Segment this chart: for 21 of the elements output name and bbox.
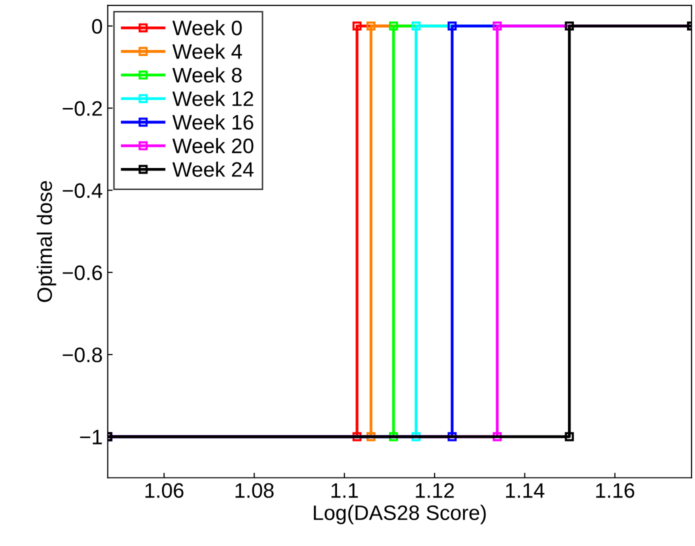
legend-label: Week 0 xyxy=(172,20,242,36)
y-tick-label: −0.6 xyxy=(62,265,102,280)
y-axis-title: Optimal dose xyxy=(36,181,56,302)
x-tick-label: 1.14 xyxy=(506,483,544,498)
y-tick-label: 0 xyxy=(92,18,102,34)
legend-label: Week 12 xyxy=(172,90,254,106)
x-axis-title: Log(DAS28 Score) xyxy=(314,504,486,524)
x-tick-label: 1.08 xyxy=(236,483,274,498)
legend-label: Week 8 xyxy=(172,67,242,83)
y-tick-label: −0.4 xyxy=(62,183,102,198)
y-tick-label: −1 xyxy=(80,430,102,444)
legend-label: Week 4 xyxy=(172,44,242,59)
y-tick-label: −0.8 xyxy=(62,348,102,362)
x-tick-label: 1.1 xyxy=(332,483,358,498)
legend-label: Week 20 xyxy=(172,138,254,154)
legend-label: Week 24 xyxy=(172,162,254,177)
legend-label: Week 16 xyxy=(172,114,254,130)
x-tick-label: 1.06 xyxy=(145,483,184,498)
x-tick-label: 1.12 xyxy=(416,483,454,498)
x-tick-label: 1.16 xyxy=(596,483,634,498)
y-tick-label: −0.2 xyxy=(62,101,102,116)
